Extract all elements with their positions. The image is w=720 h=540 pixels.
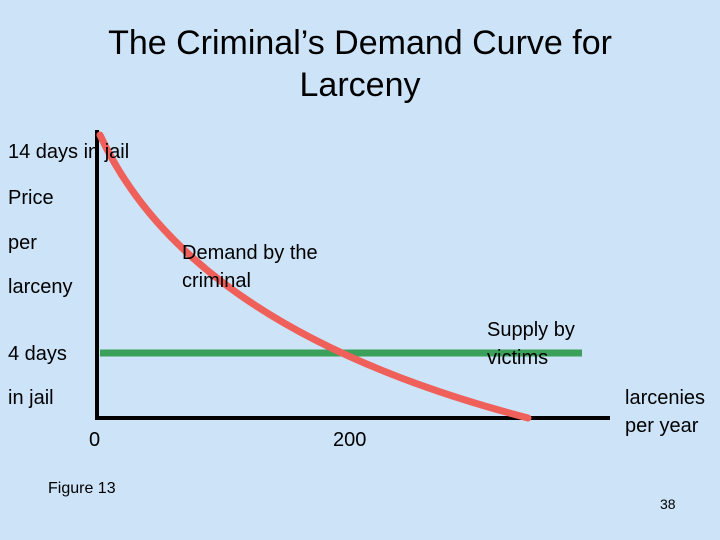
x-origin: 0 — [89, 429, 101, 451]
demand-label: Demand by the criminal — [182, 242, 318, 292]
page-number: 38 — [660, 496, 676, 512]
x-marker: 200 — [333, 429, 367, 451]
y-lower-value: in jail — [8, 387, 54, 409]
y-top-value: 14 days in jail — [8, 141, 130, 163]
y-label: per — [8, 232, 37, 254]
figure-label: Figure 13 — [48, 480, 116, 497]
y-label: Price — [8, 187, 54, 209]
y-lower-value: 4 days — [8, 343, 67, 365]
x-label: larcenies per year — [625, 387, 706, 437]
title: The Criminal’s Demand Curve for Larceny — [108, 24, 612, 104]
demand-curve — [96, 131, 532, 422]
supply-label: Supply by victims — [487, 319, 575, 369]
y-label: larceny — [8, 276, 73, 298]
